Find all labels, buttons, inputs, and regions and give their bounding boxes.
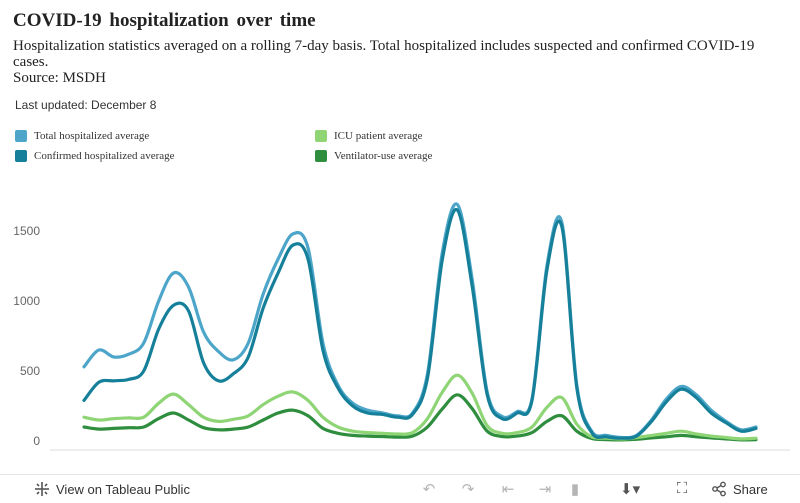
legend-swatch-ventilator — [315, 150, 327, 162]
chart-source: Source: MSDH — [13, 70, 106, 84]
legend-swatch-total — [15, 130, 27, 142]
y-tick-label: 1500 — [13, 224, 40, 238]
redo-icon: ↷ — [461, 481, 475, 498]
tableau-toolbar: View on Tableau Public ↶ ↷ ⇤ ⇥ ▮ ⬇▾ ⛶ Sh… — [0, 474, 800, 503]
legend-item-confirmed[interactable]: Confirmed hospitalized average — [15, 150, 175, 162]
download-icon: ⬇▾ — [620, 481, 641, 498]
fullscreen-button[interactable]: ⛶ — [672, 480, 692, 498]
legend-label-confirmed: Confirmed hospitalized average — [34, 150, 175, 162]
chart-subtitle: Hospitalization statistics averaged on a… — [13, 38, 755, 70]
refresh-button[interactable]: ⇥ — [535, 480, 555, 498]
legend-label-ventilator: Ventilator-use average — [334, 150, 433, 162]
pause-icon: ▮ — [570, 481, 580, 498]
last-updated: Last updated: December 8 — [15, 98, 157, 112]
pause-button[interactable]: ▮ — [565, 480, 585, 498]
legend-label-icu: ICU patient average — [334, 130, 423, 142]
revert-icon: ⇤ — [501, 481, 515, 498]
legend-swatch-icu — [315, 130, 327, 142]
refresh-icon: ⇥ — [538, 481, 552, 498]
legend-swatch-confirmed — [15, 150, 27, 162]
fullscreen-icon: ⛶ — [676, 480, 688, 497]
view-on-tableau-label: View on Tableau Public — [56, 481, 190, 497]
y-tick-label: 0 — [33, 434, 40, 448]
legend-item-icu[interactable]: ICU patient average — [315, 130, 423, 142]
revert-button[interactable]: ⇤ — [498, 480, 518, 498]
legend-item-ventilator[interactable]: Ventilator-use average — [315, 150, 432, 162]
share-label: Share — [733, 481, 768, 497]
tableau-logo-icon — [35, 482, 49, 496]
y-tick-label: 500 — [20, 364, 40, 378]
legend-label-total: Total hospitalized average — [34, 130, 150, 142]
share-icon — [712, 481, 726, 497]
view-on-tableau-link[interactable]: View on Tableau Public — [34, 481, 190, 497]
undo-icon: ↶ — [422, 481, 436, 498]
hospitalization-line-chart[interactable]: 0 500 1000 1500 — [0, 0, 800, 474]
legend-item-total[interactable]: Total hospitalized average — [15, 130, 149, 142]
chart-title: COVID-19 hospitalization over time — [13, 10, 316, 31]
undo-button[interactable]: ↶ — [419, 480, 439, 498]
series-line-ventilator-use-average[interactable] — [82, 393, 758, 442]
download-button[interactable]: ⬇▾ — [620, 480, 640, 498]
redo-button[interactable]: ↷ — [458, 480, 478, 498]
y-tick-label: 1000 — [13, 294, 40, 308]
series-line-icu-patient-average[interactable] — [82, 373, 758, 441]
share-button[interactable]: Share — [711, 481, 768, 497]
series-line-confirmed-hospitalized-average[interactable] — [82, 208, 758, 440]
